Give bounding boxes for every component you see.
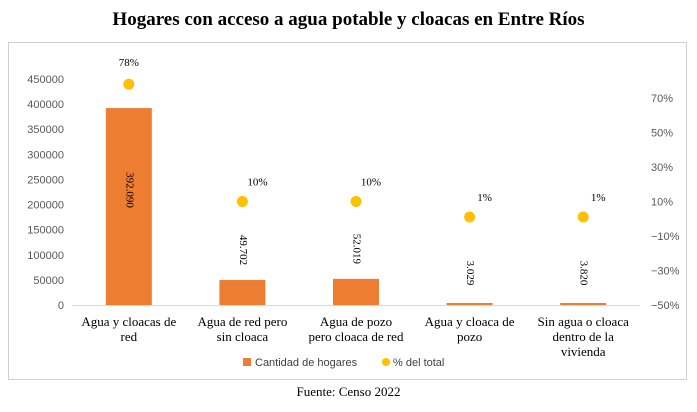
bar-value-label: 49.702 xyxy=(237,235,249,265)
pct-label: 10% xyxy=(361,177,381,189)
legend-swatch-bars xyxy=(243,358,251,366)
y-left-tick-label: 450000 xyxy=(27,74,64,86)
y-right-tick-label: −30% xyxy=(651,266,680,278)
pct-label: 1% xyxy=(477,192,492,204)
y-left-tick-label: 300000 xyxy=(27,149,64,161)
pct-marker xyxy=(464,211,476,223)
y-left-tick-label: 150000 xyxy=(27,225,64,237)
y-left-tick-label: 100000 xyxy=(27,250,64,262)
y-right-tick-label: 50% xyxy=(651,128,673,140)
category-label: Agua y cloacas de xyxy=(81,314,176,329)
pct-label: 78% xyxy=(119,57,139,69)
bar-value-label: 3.820 xyxy=(578,261,590,286)
y-left-tick-label: 50000 xyxy=(33,275,64,287)
chart-source: Fuente: Censo 2022 xyxy=(296,384,401,399)
pct-label: 10% xyxy=(247,177,267,189)
category-label: Agua de pozo xyxy=(320,314,392,329)
bar xyxy=(560,303,607,305)
y-right-tick-label: −50% xyxy=(651,300,680,312)
bar xyxy=(446,303,493,305)
category-label: pozo xyxy=(457,329,482,344)
chart-frame xyxy=(8,42,687,380)
pct-label: 1% xyxy=(591,192,606,204)
pct-marker xyxy=(236,196,248,207)
y-right-tick-label: 70% xyxy=(651,93,673,105)
y-left-tick-label: 350000 xyxy=(27,124,64,136)
y-right-tick-label: 30% xyxy=(651,162,673,174)
chart-title: Hogares con acceso a agua potable y cloa… xyxy=(112,9,585,30)
category-label: vivienda xyxy=(561,344,606,359)
legend-swatch-pct xyxy=(382,358,390,366)
category-label: Sin agua o cloaca xyxy=(538,314,630,329)
bar xyxy=(219,280,266,305)
bar xyxy=(333,278,379,305)
category-label: Agua de red pero xyxy=(197,314,287,329)
y-right-tick-label: 10% xyxy=(651,197,673,209)
bar xyxy=(105,108,152,306)
pct-marker xyxy=(350,196,362,207)
bar-value-label: 392.090 xyxy=(123,172,135,208)
pct-marker xyxy=(577,211,589,223)
y-right-tick-label: −10% xyxy=(651,231,680,243)
category-label: pero cloaca de red xyxy=(309,329,404,344)
y-left-tick-label: 250000 xyxy=(27,174,64,186)
legend-label-pct: % del total xyxy=(393,357,444,369)
category-label: dentro de la xyxy=(553,329,615,344)
category-label: red xyxy=(120,329,137,344)
bar-value-label: 3.029 xyxy=(464,261,476,286)
category-label: Agua y cloaca de xyxy=(425,314,515,329)
pct-marker xyxy=(123,78,135,90)
category-label: sin cloaca xyxy=(217,329,269,344)
y-left-tick-label: 400000 xyxy=(27,99,64,111)
bar-value-label: 52.019 xyxy=(350,234,362,265)
y-left-tick-label: 200000 xyxy=(27,200,64,212)
y-left-tick-label: 0 xyxy=(58,300,64,312)
legend-label-bars: Cantidad de hogares xyxy=(255,357,358,369)
